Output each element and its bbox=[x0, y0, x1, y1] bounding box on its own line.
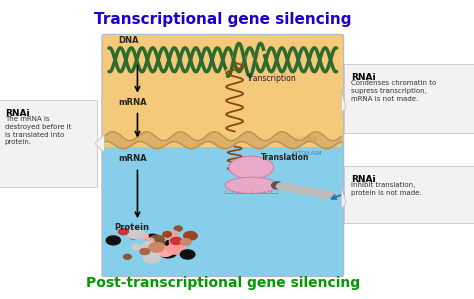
Circle shape bbox=[296, 187, 308, 194]
Circle shape bbox=[183, 231, 197, 240]
Circle shape bbox=[321, 191, 333, 198]
Circle shape bbox=[171, 237, 182, 244]
Circle shape bbox=[326, 192, 337, 199]
Circle shape bbox=[164, 231, 179, 240]
FancyBboxPatch shape bbox=[0, 100, 97, 187]
Circle shape bbox=[150, 235, 164, 245]
Circle shape bbox=[276, 183, 288, 190]
Polygon shape bbox=[95, 135, 104, 152]
Circle shape bbox=[311, 189, 323, 196]
Circle shape bbox=[146, 234, 159, 243]
Text: RNAi: RNAi bbox=[351, 73, 375, 82]
Text: RNAi: RNAi bbox=[351, 175, 375, 184]
Circle shape bbox=[130, 234, 138, 239]
Polygon shape bbox=[341, 90, 346, 114]
Circle shape bbox=[316, 190, 328, 197]
Circle shape bbox=[143, 253, 160, 263]
Text: Transcription: Transcription bbox=[246, 74, 296, 83]
Text: RNAi: RNAi bbox=[5, 109, 29, 118]
Circle shape bbox=[157, 245, 165, 250]
Circle shape bbox=[286, 184, 298, 192]
Text: mRNA: mRNA bbox=[118, 155, 147, 164]
Circle shape bbox=[181, 239, 191, 245]
Circle shape bbox=[118, 228, 128, 235]
Circle shape bbox=[157, 246, 173, 256]
Circle shape bbox=[160, 247, 177, 258]
Circle shape bbox=[132, 244, 141, 250]
Circle shape bbox=[167, 244, 183, 254]
Circle shape bbox=[152, 242, 162, 249]
Circle shape bbox=[140, 248, 150, 254]
FancyBboxPatch shape bbox=[102, 34, 344, 145]
Text: Translation: Translation bbox=[261, 153, 309, 162]
Circle shape bbox=[164, 241, 177, 249]
Circle shape bbox=[282, 184, 293, 191]
Circle shape bbox=[128, 229, 144, 239]
Polygon shape bbox=[341, 185, 346, 209]
Circle shape bbox=[106, 236, 120, 245]
Text: Protein: Protein bbox=[114, 223, 149, 232]
Circle shape bbox=[140, 234, 148, 239]
Circle shape bbox=[169, 239, 178, 245]
FancyBboxPatch shape bbox=[344, 64, 474, 133]
Circle shape bbox=[177, 242, 186, 248]
Circle shape bbox=[149, 242, 164, 252]
FancyBboxPatch shape bbox=[344, 166, 474, 223]
Ellipse shape bbox=[228, 156, 274, 179]
Circle shape bbox=[163, 232, 172, 237]
Circle shape bbox=[272, 182, 283, 189]
Circle shape bbox=[142, 242, 158, 252]
Circle shape bbox=[306, 188, 318, 196]
Circle shape bbox=[292, 186, 303, 193]
Circle shape bbox=[301, 187, 313, 195]
Circle shape bbox=[124, 254, 131, 259]
Text: Inhibit translation,
protein is not made.: Inhibit translation, protein is not made… bbox=[351, 182, 421, 196]
Text: mRNA: mRNA bbox=[118, 98, 147, 107]
Text: Condenses chromatin to
supress transcription,
mRNA is not made.: Condenses chromatin to supress transcrip… bbox=[351, 80, 436, 102]
Bar bbox=[104, 141, 341, 147]
Ellipse shape bbox=[225, 177, 277, 194]
Circle shape bbox=[146, 238, 154, 243]
Text: The mRNA is
destroyed before it
is translated into
protein.: The mRNA is destroyed before it is trans… bbox=[5, 116, 71, 145]
Text: Transcriptional gene silencing: Transcriptional gene silencing bbox=[94, 12, 352, 27]
Text: Post-transcriptional gene silencing: Post-transcriptional gene silencing bbox=[86, 276, 360, 290]
Text: DNA: DNA bbox=[118, 36, 139, 45]
FancyBboxPatch shape bbox=[102, 142, 344, 277]
Text: CYTOPLASM: CYTOPLASM bbox=[293, 152, 322, 156]
Circle shape bbox=[166, 240, 177, 247]
Circle shape bbox=[168, 238, 181, 246]
Circle shape bbox=[146, 243, 155, 250]
Circle shape bbox=[181, 250, 195, 259]
Circle shape bbox=[174, 226, 182, 231]
Text: NUCLEUS: NUCLEUS bbox=[294, 137, 318, 141]
